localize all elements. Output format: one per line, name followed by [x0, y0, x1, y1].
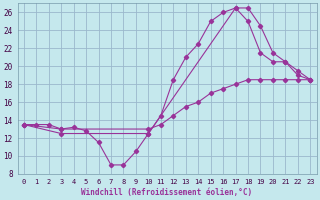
X-axis label: Windchill (Refroidissement éolien,°C): Windchill (Refroidissement éolien,°C) — [82, 188, 252, 197]
